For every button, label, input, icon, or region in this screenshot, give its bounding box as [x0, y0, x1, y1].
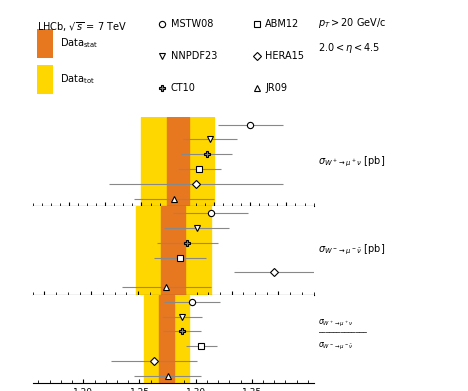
Text: JR09: JR09	[265, 83, 287, 93]
Text: $\sigma_{W^- \rightarrow \mu^-\bar{\nu}}$ [pb]: $\sigma_{W^- \rightarrow \mu^-\bar{\nu}}…	[318, 243, 385, 257]
Bar	[167, 117, 189, 206]
Text: $p_T > 20$ GeV/c: $p_T > 20$ GeV/c	[318, 16, 387, 30]
Text: $\sigma_{W^+ \rightarrow \mu^+\nu}$ [pb]: $\sigma_{W^+ \rightarrow \mu^+\nu}$ [pb]	[318, 154, 385, 169]
Text: MSTW08: MSTW08	[170, 20, 213, 29]
Text: Data$_{\rm tot}$: Data$_{\rm tot}$	[60, 72, 95, 86]
Bar	[161, 206, 185, 294]
Bar	[159, 294, 174, 383]
Bar	[37, 65, 53, 94]
Text: $2.0 < \eta < 4.5$: $2.0 < \eta < 4.5$	[318, 41, 380, 55]
Text: CT10: CT10	[170, 83, 196, 93]
Bar	[141, 117, 214, 206]
Text: ─────────────: ─────────────	[318, 330, 367, 335]
Text: ABM12: ABM12	[265, 20, 300, 29]
Bar	[144, 294, 189, 383]
Bar	[136, 206, 211, 294]
Text: LHCb, $\sqrt{s}$ = 7 TeV: LHCb, $\sqrt{s}$ = 7 TeV	[37, 20, 127, 34]
Text: Data$_{\rm stat}$: Data$_{\rm stat}$	[60, 36, 98, 50]
Bar	[37, 29, 53, 58]
Text: $\sigma_{W^- \rightarrow \mu^-\bar{\nu}}$: $\sigma_{W^- \rightarrow \mu^-\bar{\nu}}…	[318, 341, 353, 352]
Text: $\sigma_{W^+ \rightarrow \mu^+\nu}$: $\sigma_{W^+ \rightarrow \mu^+\nu}$	[318, 317, 353, 329]
Text: NNPDF23: NNPDF23	[170, 51, 217, 61]
Text: HERA15: HERA15	[265, 51, 304, 61]
